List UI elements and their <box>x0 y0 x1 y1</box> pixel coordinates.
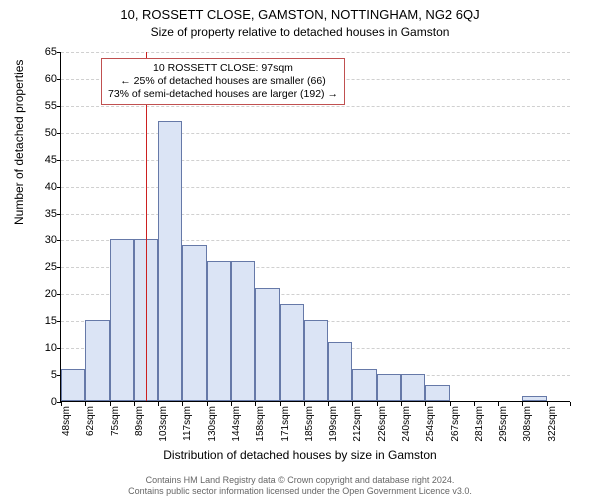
chart-subtitle: Size of property relative to detached ho… <box>0 24 600 39</box>
xtick-label: 308sqm <box>522 406 533 446</box>
xtick-label: 103sqm <box>158 406 169 446</box>
ytick-label: 55 <box>33 100 57 112</box>
ytick-mark <box>57 52 61 53</box>
histogram-bar <box>110 239 134 401</box>
y-axis-label: Number of detached properties <box>12 60 26 225</box>
histogram-bar <box>328 342 352 401</box>
xtick-label: 212sqm <box>352 406 363 446</box>
histogram-bar <box>304 320 328 401</box>
xtick-label: 62sqm <box>85 406 96 446</box>
histogram-bar <box>401 374 425 401</box>
ytick-mark <box>57 267 61 268</box>
ytick-label: 40 <box>33 181 57 193</box>
xtick-label: 171sqm <box>280 406 291 446</box>
histogram-bar <box>207 261 231 401</box>
xtick-label: 322sqm <box>547 406 558 446</box>
ytick-label: 45 <box>33 154 57 166</box>
ytick-mark <box>57 133 61 134</box>
gridline <box>61 160 570 161</box>
xtick-label: 130sqm <box>207 406 218 446</box>
ytick-label: 30 <box>33 234 57 246</box>
ytick-label: 5 <box>33 369 57 381</box>
histogram-bar <box>522 396 546 401</box>
xtick-label: 199sqm <box>328 406 339 446</box>
ytick-label: 65 <box>33 46 57 58</box>
ytick-mark <box>57 240 61 241</box>
xtick-label: 254sqm <box>425 406 436 446</box>
ytick-mark <box>57 294 61 295</box>
xtick-label: 48sqm <box>61 406 72 446</box>
ytick-label: 50 <box>33 127 57 139</box>
histogram-bar <box>231 261 255 401</box>
xtick-label: 117sqm <box>182 406 193 446</box>
ytick-label: 0 <box>33 396 57 408</box>
ytick-label: 20 <box>33 288 57 300</box>
footer-line1: Contains HM Land Registry data © Crown c… <box>0 475 600 486</box>
histogram-bar <box>280 304 304 401</box>
xtick-mark <box>570 402 571 406</box>
annotation-line2: ← 25% of detached houses are smaller (66… <box>108 75 338 88</box>
histogram-bar <box>158 121 182 401</box>
histogram-bar <box>61 369 85 401</box>
footer-line2: Contains public sector information licen… <box>0 486 600 497</box>
xtick-label: 158sqm <box>255 406 266 446</box>
chart-title: 10, ROSSETT CLOSE, GAMSTON, NOTTINGHAM, … <box>0 0 600 24</box>
xtick-label: 267sqm <box>450 406 461 446</box>
xtick-label: 281sqm <box>474 406 485 446</box>
chart-area: 10 ROSSETT CLOSE: 97sqm ← 25% of detache… <box>60 52 570 402</box>
x-axis-label: Distribution of detached houses by size … <box>0 448 600 462</box>
gridline <box>61 52 570 53</box>
histogram-bar <box>182 245 206 401</box>
plot-area: 10 ROSSETT CLOSE: 97sqm ← 25% of detache… <box>60 52 570 402</box>
ytick-label: 10 <box>33 342 57 354</box>
ytick-mark <box>57 214 61 215</box>
annotation-line3: 73% of semi-detached houses are larger (… <box>108 88 338 101</box>
histogram-bar <box>255 288 279 401</box>
xtick-label: 295sqm <box>498 406 509 446</box>
xtick-label: 75sqm <box>110 406 121 446</box>
histogram-bar <box>425 385 449 401</box>
histogram-bar <box>377 374 401 401</box>
ytick-mark <box>57 187 61 188</box>
xtick-label: 226sqm <box>377 406 388 446</box>
annotation-line1: 10 ROSSETT CLOSE: 97sqm <box>108 62 338 75</box>
ytick-label: 25 <box>33 261 57 273</box>
ytick-mark <box>57 321 61 322</box>
ytick-mark <box>57 348 61 349</box>
ytick-label: 15 <box>33 315 57 327</box>
ytick-label: 60 <box>33 73 57 85</box>
gridline <box>61 133 570 134</box>
gridline <box>61 187 570 188</box>
gridline <box>61 214 570 215</box>
xtick-label: 144sqm <box>231 406 242 446</box>
ytick-mark <box>57 79 61 80</box>
ytick-mark <box>57 106 61 107</box>
annotation-box: 10 ROSSETT CLOSE: 97sqm ← 25% of detache… <box>101 58 345 105</box>
ytick-mark <box>57 160 61 161</box>
histogram-bar <box>85 320 109 401</box>
gridline <box>61 106 570 107</box>
footer: Contains HM Land Registry data © Crown c… <box>0 475 600 498</box>
histogram-bar <box>352 369 376 401</box>
xtick-label: 240sqm <box>401 406 412 446</box>
xtick-label: 89sqm <box>134 406 145 446</box>
ytick-label: 35 <box>33 208 57 220</box>
chart-container: 10, ROSSETT CLOSE, GAMSTON, NOTTINGHAM, … <box>0 0 600 500</box>
xtick-label: 185sqm <box>304 406 315 446</box>
